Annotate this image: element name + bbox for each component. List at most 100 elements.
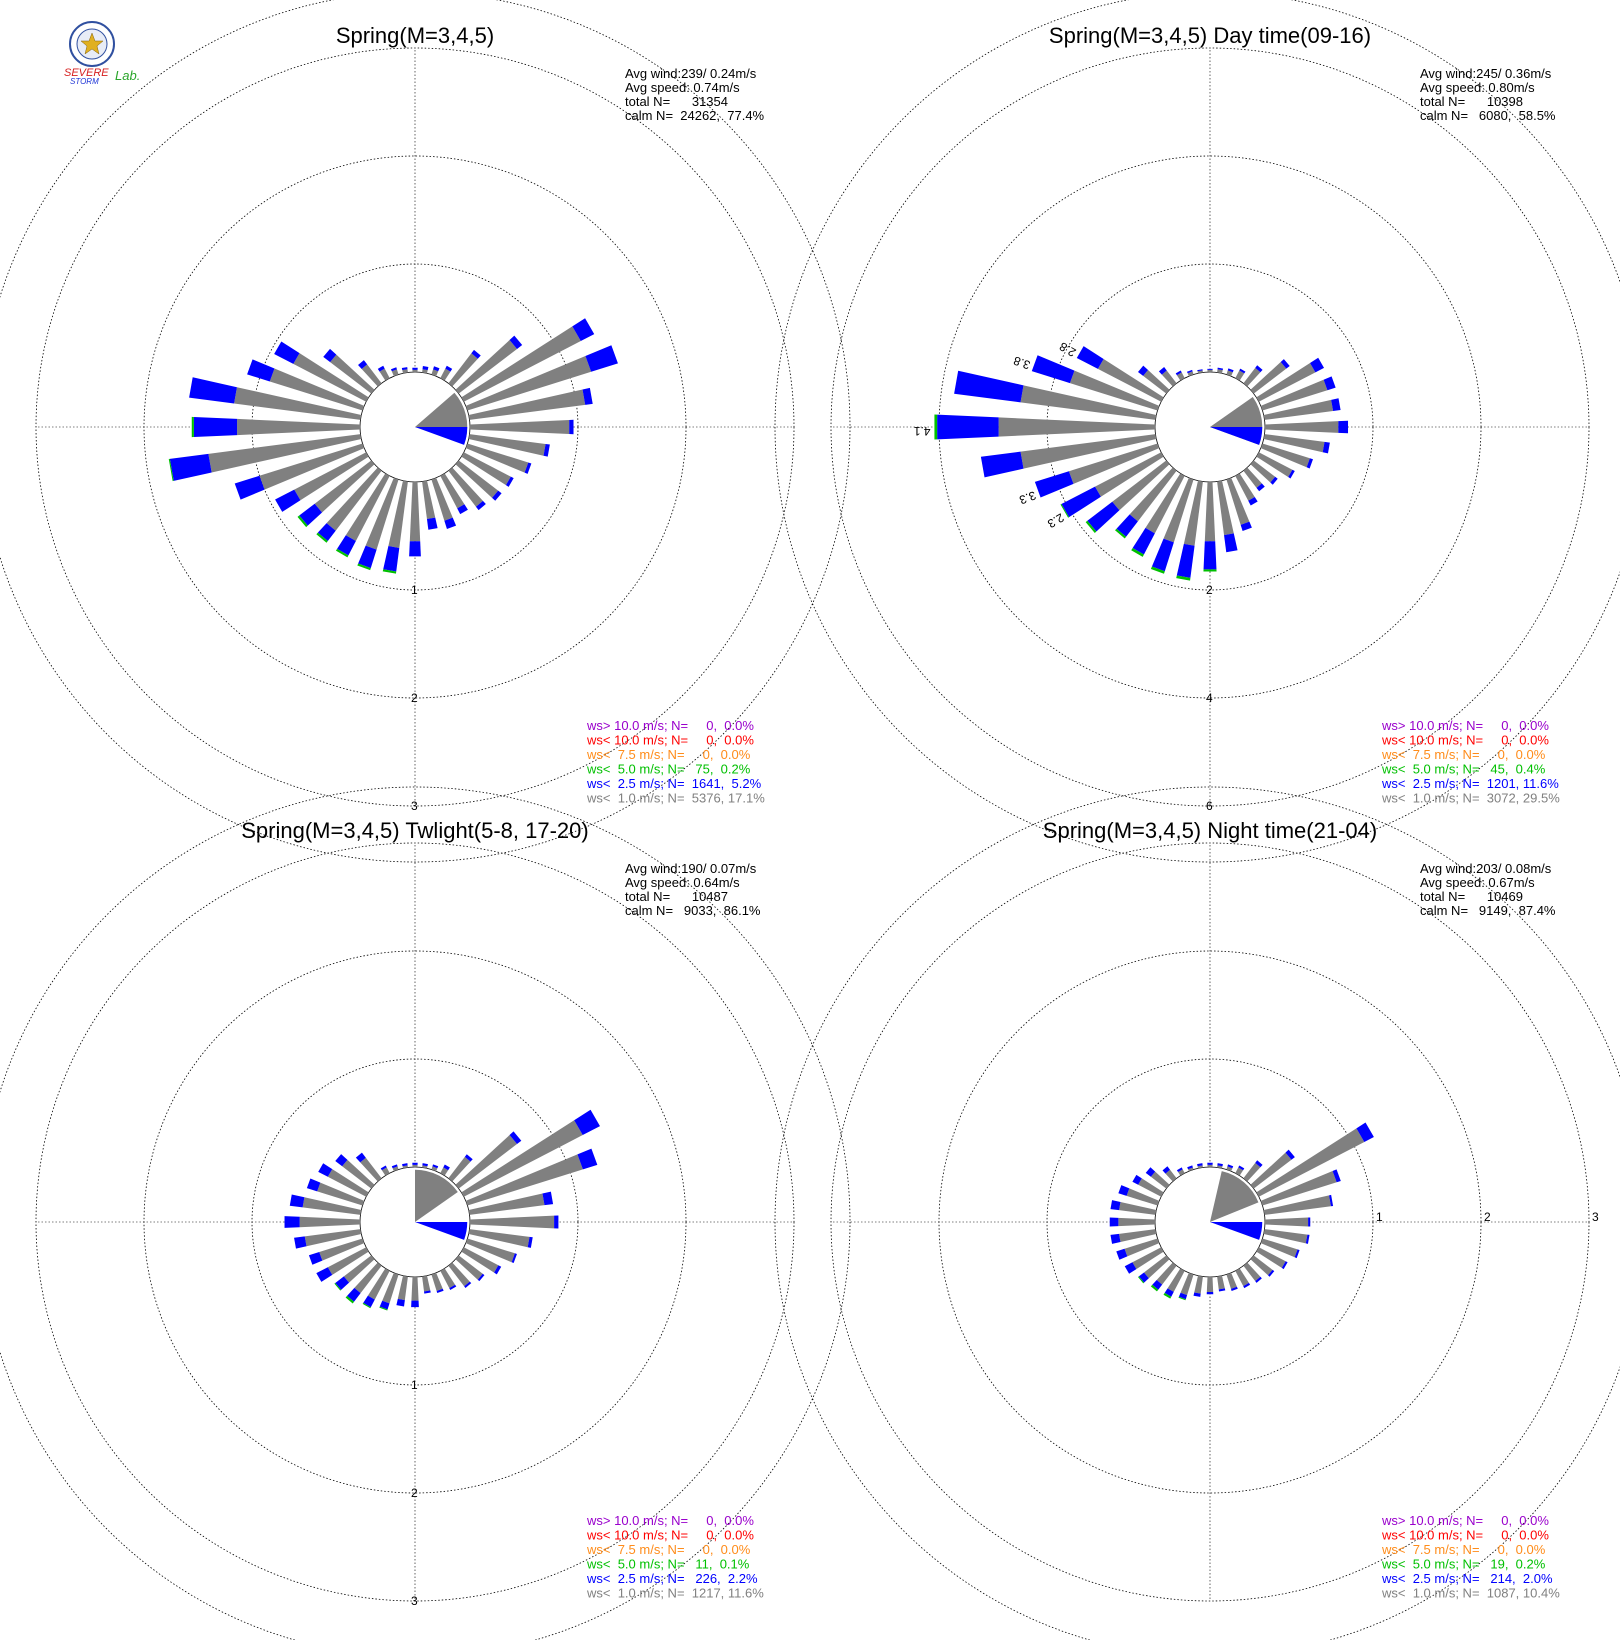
windrose-bar-segment xyxy=(422,1163,428,1167)
stat-calm: calm N= 9149, 87.4% xyxy=(1420,903,1556,918)
speed-ring xyxy=(830,47,1590,807)
legend-entry: ws< 5.0 m/s; N= 19, 0.2% xyxy=(1381,1557,1546,1572)
windrose-bar-segment xyxy=(1031,355,1075,384)
windrose-bar-segment xyxy=(275,489,301,512)
windrose-bar-segment xyxy=(1207,1164,1213,1168)
windrose-bar-segment xyxy=(527,1236,533,1248)
windrose-bar-segment xyxy=(1109,1217,1119,1227)
windrose-bar-segment xyxy=(345,473,390,542)
windrose-bar-segment xyxy=(337,535,356,556)
windrose-bar-segment xyxy=(1217,480,1234,536)
windrose-bar-segment xyxy=(1132,1247,1164,1270)
windrose-bar-segment xyxy=(1129,467,1177,522)
legend-entry: ws< 10.0 m/s; N= 0, 0.0% xyxy=(586,1528,754,1543)
windrose-bar-segment xyxy=(1164,1288,1174,1297)
windrose-bar-segment xyxy=(302,1197,362,1215)
windrose-bar-segment xyxy=(1151,538,1174,572)
windrose-bar-segment xyxy=(1218,1288,1226,1292)
windrose-bar-segment xyxy=(412,1164,418,1168)
windrose-bar-segment xyxy=(509,335,523,349)
windrose-bar-segment xyxy=(1264,1217,1309,1227)
stat-total: total N= 10398 xyxy=(1420,94,1523,109)
windrose-bar-segment xyxy=(509,1131,522,1144)
windrose-bar-segment xyxy=(422,1165,428,1169)
windrose-bar-segment xyxy=(392,1166,399,1172)
windrose-bar-segment xyxy=(274,341,300,364)
stat-avg-speed: Avg speed: 0.64m/s xyxy=(625,875,740,890)
windrose-bar-segment xyxy=(422,366,429,371)
windrose-bar-segment xyxy=(1217,369,1223,374)
windrose-bar-segment xyxy=(1124,1238,1160,1257)
windrose-bar-segment xyxy=(464,1281,472,1288)
windrose-bar-segment xyxy=(1138,1178,1164,1197)
windrose-bar-segment xyxy=(461,1247,499,1273)
windrose-bar-segment xyxy=(347,1287,361,1302)
windrose-bar-segment xyxy=(383,546,400,572)
windrose-bar-segment xyxy=(189,377,237,404)
windrose-bar-segment xyxy=(318,1163,333,1177)
windrose-bar-segment xyxy=(363,1295,375,1308)
windrose-bar-segment xyxy=(436,1288,444,1294)
legend-entry: ws> 10.0 m/s; N= 0, 0.0% xyxy=(1381,718,1549,733)
windrose-bar-segment xyxy=(1176,543,1195,578)
windrose-bar-segment xyxy=(1235,370,1245,381)
windrose-bar-segment xyxy=(1183,480,1203,546)
legend-entry: ws> 10.0 m/s; N= 0, 0.0% xyxy=(1381,1513,1549,1528)
ring-label: 3 xyxy=(411,1594,418,1608)
windrose-bar-segment xyxy=(1256,1128,1365,1197)
windrose-bar-segment xyxy=(1256,1247,1286,1268)
windrose-panel-2: 2 4 6 2.3 3.3 4.1 3.8 2.8 Spring(M=3,4,5) Day ti… xyxy=(774,0,1620,863)
stat-total: total N= 10469 xyxy=(1420,889,1523,904)
windrose-bar-segment xyxy=(1243,367,1261,387)
severe-storm-lab-logo: SEVERE STORM Lab. xyxy=(64,21,140,86)
windrose-bar-segment xyxy=(1243,467,1262,488)
windrose-bar-segment xyxy=(1235,473,1255,501)
windrose-bar-segment xyxy=(1087,501,1120,532)
windrose-bar-segment xyxy=(1243,1262,1261,1282)
windrose-bar-segment xyxy=(362,1302,371,1309)
windrose-bar-segment xyxy=(1193,1292,1201,1297)
windrose-bar-segment xyxy=(1207,369,1213,373)
windrose-panel-3: 1 2 3 Spring(M=3,4,5) Twlight(5-8, 17-20) Av… xyxy=(0,786,851,1640)
windrose-bar-segment xyxy=(426,517,438,530)
windrose-bar-segment xyxy=(422,1275,431,1292)
windrose-bar-segment xyxy=(1263,399,1334,420)
windrose-bar-segment xyxy=(1097,358,1164,402)
windrose-bar-segment xyxy=(308,1252,323,1265)
windrose-bar-segment xyxy=(379,1300,390,1310)
windrose-bar-segment xyxy=(1227,368,1234,373)
windrose-bar-segment xyxy=(1197,1165,1203,1169)
windrose-bar-segment xyxy=(1281,1261,1288,1270)
windrose-bar-segment xyxy=(294,452,369,501)
windrose-bar-segment xyxy=(1176,575,1191,581)
windrose-bar-segment xyxy=(494,1265,502,1275)
windrose-bar-segment xyxy=(455,460,499,498)
speed-ring xyxy=(143,155,687,699)
windrose-bar-segment xyxy=(465,356,592,411)
windrose-bar-segment xyxy=(1165,1169,1177,1182)
windrose-bar-segment xyxy=(431,477,453,521)
windrose-bar-segment xyxy=(1239,368,1246,374)
windrose-bar-segment xyxy=(1250,1152,1292,1189)
windrose-bar-segment xyxy=(412,367,418,370)
windrose-bar-segment xyxy=(358,360,368,370)
windrose-bar-segment xyxy=(1132,527,1155,555)
stat-avg-wind: Avg wind:245/ 0.36m/s xyxy=(1420,66,1552,81)
windrose-bar-segment xyxy=(1308,1217,1311,1227)
windrose-bar-segment xyxy=(465,1154,583,1206)
windrose-bar-segment xyxy=(379,1306,388,1311)
windrose-bar-segment xyxy=(461,326,581,402)
windrose-bar-segment xyxy=(1150,1171,1170,1189)
windrose-bar-segment xyxy=(461,452,511,486)
windrose-bar-segment xyxy=(1178,1169,1185,1176)
windrose-bar-segment xyxy=(1068,443,1160,484)
windrose-bar-segment xyxy=(411,1276,419,1301)
windrose-bar-segment xyxy=(1255,1160,1263,1168)
windrose-bar-segment xyxy=(1226,1272,1237,1289)
legend-entry: ws< 1.0 m/s; N= 5376, 17.1% xyxy=(586,791,765,806)
windrose-bar-segment xyxy=(1230,1286,1238,1291)
windrose-bar-segment xyxy=(477,1273,485,1282)
stat-avg-wind: Avg wind:239/ 0.24m/s xyxy=(625,66,757,81)
stat-calm: calm N= 9033, 86.1% xyxy=(625,903,761,918)
